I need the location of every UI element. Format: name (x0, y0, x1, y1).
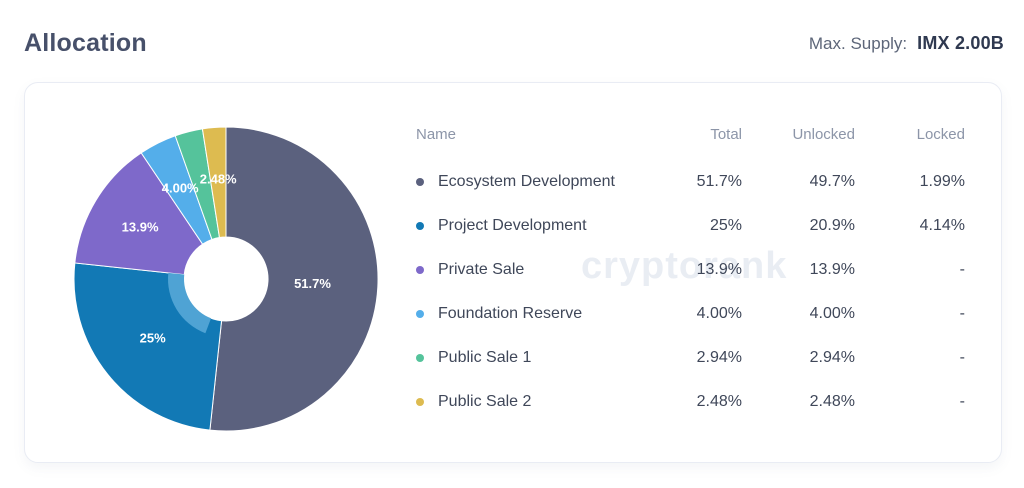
unlocked-value: 20.9% (809, 217, 855, 234)
allocation-name: Public Sale 2 (438, 393, 532, 410)
pie-slice-label: 51.7% (294, 276, 331, 291)
allocation-name-cell: Project Development (416, 217, 652, 235)
max-supply: Max. Supply: IMX 2.00B (809, 33, 1004, 54)
unlocked-value: 2.48% (809, 393, 855, 410)
locked-value: 1.99% (919, 173, 965, 190)
locked-value: - (959, 349, 965, 366)
allocation-color-dot (416, 222, 424, 230)
allocation-color-dot (416, 266, 424, 274)
table-header-row: Name Total Unlocked Locked (416, 121, 965, 147)
column-header-unlocked: Unlocked (792, 125, 855, 143)
table-row[interactable]: Foundation Reserve 4.00% 4.00% - (416, 292, 965, 336)
pie-slice-label: 2.48% (200, 172, 237, 187)
column-header-total: Total (710, 125, 742, 143)
watermark: cryptorank (581, 245, 788, 287)
column-header-name: Name (416, 125, 457, 143)
total-value: 4.00% (696, 305, 742, 322)
table-row[interactable]: Project Development 25% 20.9% 4.14% (416, 204, 965, 248)
max-supply-value: IMX 2.00B (917, 32, 1004, 53)
unlocked-value: 2.94% (809, 349, 855, 366)
total-value: 25% (709, 217, 742, 234)
max-supply-label: Max. Supply: (808, 33, 908, 53)
table-row[interactable]: Public Sale 2 2.48% 2.48% - (416, 380, 965, 424)
total-value: 2.48% (696, 393, 742, 410)
total-value: 2.94% (696, 349, 742, 366)
pie-slice-project-development[interactable] (73, 262, 223, 431)
allocation-name-cell: Foundation Reserve (416, 305, 652, 323)
allocation-table: Name Total Unlocked Locked Ecosystem Dev… (416, 121, 965, 424)
pie-slice-label: 25% (140, 331, 166, 346)
allocation-name-cell: Public Sale 1 (416, 349, 652, 367)
allocation-color-dot (416, 398, 424, 406)
table-row[interactable]: Public Sale 1 2.94% 2.94% - (416, 336, 965, 380)
locked-value: - (959, 393, 965, 410)
page-header: Allocation Max. Supply: IMX 2.00B (24, 22, 1004, 64)
allocation-name: Project Development (438, 217, 587, 234)
pie-slice-label: 13.9% (122, 220, 159, 235)
allocation-name: Foundation Reserve (438, 305, 583, 322)
total-value: 51.7% (696, 173, 742, 190)
pie-slice-private-sale[interactable] (74, 152, 204, 276)
allocation-name-cell: Private Sale (416, 261, 652, 279)
pie-slice-ecosystem-development[interactable] (209, 126, 379, 432)
allocation-name: Ecosystem Development (438, 173, 615, 190)
locked-value: 4.14% (919, 217, 965, 234)
unlocked-inner-arc (167, 272, 212, 334)
allocation-name-cell: Public Sale 2 (416, 393, 652, 411)
table-body: Ecosystem Development 51.7% 49.7% 1.99% Proj… (416, 160, 965, 424)
allocation-color-dot (416, 354, 424, 362)
table-row[interactable]: Private Sale 13.9% 13.9% - (416, 248, 965, 292)
table-row[interactable]: Ecosystem Development 51.7% 49.7% 1.99% (416, 160, 965, 204)
total-value: 13.9% (696, 261, 742, 278)
allocation-name: Public Sale 1 (438, 349, 532, 366)
locked-value: - (959, 305, 965, 322)
allocation-name-cell: Ecosystem Development (416, 173, 652, 191)
pie-slice-label: 4.00% (162, 181, 199, 196)
pie-slice-public-sale-2[interactable] (201, 126, 227, 239)
unlocked-value: 4.00% (809, 305, 855, 322)
allocation-card: cryptorank 51.7% 25% 13.9% 4.00% 2.48% Name … (24, 82, 1002, 463)
allocation-donut-chart[interactable]: 51.7% 25% 13.9% 4.00%2.48% (66, 119, 386, 439)
allocation-color-dot (416, 178, 424, 186)
allocation-name: Private Sale (438, 261, 525, 278)
page-title: Allocation (24, 28, 147, 57)
unlocked-value: 49.7% (809, 173, 855, 190)
allocation-color-dot (416, 310, 424, 318)
column-header-locked: Locked (916, 125, 965, 143)
unlocked-value: 13.9% (809, 261, 855, 278)
locked-value: - (959, 261, 965, 278)
